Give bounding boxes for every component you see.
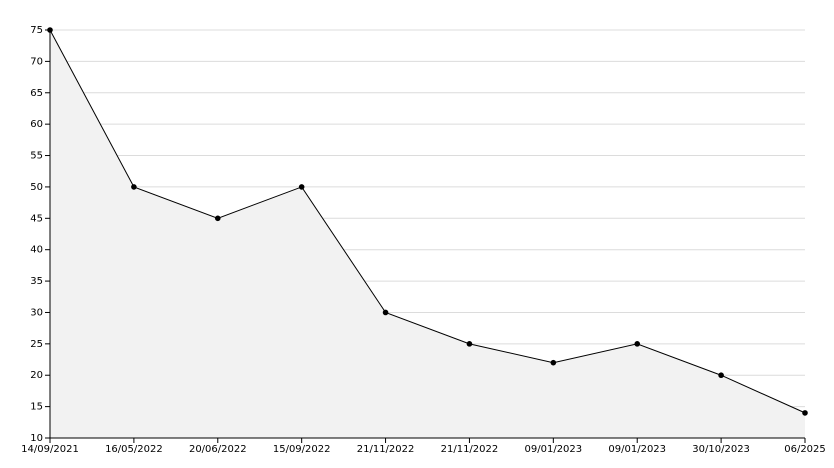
y-tick-label: 35 — [30, 276, 43, 287]
y-tick-label: 30 — [30, 307, 43, 318]
area — [50, 30, 805, 438]
point — [550, 359, 557, 366]
y-tick-label: 10 — [30, 433, 43, 444]
x-tick-label: 21/11/2022 — [441, 444, 499, 455]
x-tick-label: 09/01/2023 — [608, 444, 666, 455]
line — [49, 29, 806, 414]
point — [718, 372, 724, 379]
y-tick-label: 65 — [30, 88, 43, 99]
y-tick-label: 60 — [30, 119, 43, 130]
point — [131, 184, 137, 190]
y-tick-label: 40 — [30, 245, 43, 256]
point — [634, 341, 641, 347]
point — [47, 27, 53, 33]
y-tick-label: 50 — [30, 182, 43, 193]
point — [382, 309, 389, 316]
x-tick-label: 16/05/2022 — [105, 444, 163, 455]
y-tick-label: 75 — [30, 25, 43, 36]
point — [802, 410, 808, 416]
y-tick-label: 70 — [30, 56, 43, 67]
x-tick-label: 14/09/2021 — [21, 444, 79, 455]
y-tick-label: 20 — [30, 370, 43, 381]
point — [298, 184, 305, 190]
y-tick-label: 45 — [30, 213, 43, 224]
point — [214, 215, 221, 222]
x-tick-label: 21/11/2022 — [357, 444, 415, 455]
x-tick-label: 20/06/2022 — [189, 444, 247, 455]
y-tick-label: 55 — [30, 151, 43, 162]
x-tick-label: 06/2025 — [784, 444, 826, 455]
x-tick-label: 30/10/2023 — [692, 444, 750, 455]
point — [466, 341, 473, 347]
x-tick-label: 09/01/2023 — [525, 444, 583, 455]
y-tick-label: 25 — [30, 339, 43, 350]
x-tick-label: 15/09/2022 — [273, 444, 331, 455]
y-tick-label: 15 — [30, 402, 43, 413]
